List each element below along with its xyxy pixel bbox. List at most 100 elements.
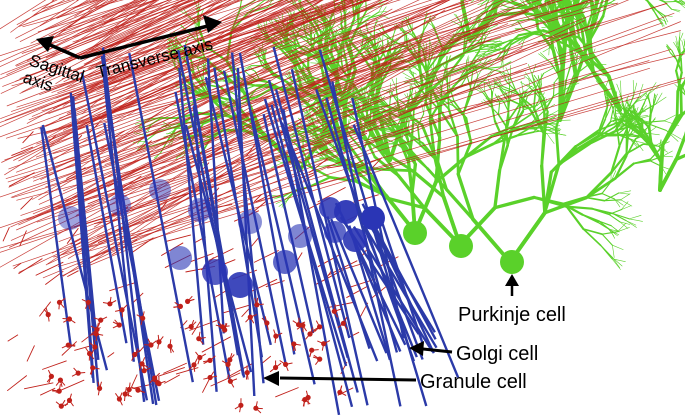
- granule-dendrite: [255, 407, 262, 414]
- granule-dendrite: [144, 367, 151, 372]
- purkinje-dendrite: [362, 39, 368, 50]
- purkinje-dendrite: [609, 229, 620, 232]
- granule-dendrite: [305, 333, 311, 340]
- purkinje-dendrite: [417, 60, 425, 89]
- purkinje-dendrite: [602, 0, 608, 17]
- granule-dendrite: [141, 357, 146, 364]
- purkinje-dendrite: [374, 122, 380, 129]
- granule-dendrite: [274, 336, 277, 344]
- purkinje-dendrite: [362, 112, 369, 136]
- granule-dendrite: [157, 334, 160, 342]
- purkinje-dendrite: [396, 102, 398, 110]
- parallel-fiber: [12, 3, 668, 199]
- granule-dendrite: [187, 295, 193, 302]
- purkinje-dendrite: [315, 165, 328, 168]
- ascending-axon: [214, 290, 226, 299]
- purkinje-dendrite: [483, 99, 491, 107]
- purkinje-dendrite: [543, 196, 588, 215]
- parallel-fiber: [98, 0, 271, 123]
- purkinje-dendrite: [509, 19, 520, 22]
- purkinje-dendrite: [526, 84, 536, 89]
- purkinje-dendrite: [612, 244, 624, 250]
- granule-dendrite: [293, 343, 301, 346]
- purkinje-dendrite: [625, 101, 630, 106]
- granule-dendrite: [305, 390, 309, 398]
- purkinje-dendrite: [390, 82, 392, 93]
- purkinje-dendrite: [299, 0, 300, 4]
- parallel-fiber: [88, 21, 681, 266]
- purkinje-dendrite: [568, 14, 578, 21]
- purkinje-dendrite: [507, 98, 511, 113]
- ascending-axon: [255, 194, 270, 203]
- purkinje-dendrite: [344, 30, 352, 43]
- granule-dendrite: [89, 342, 96, 348]
- purkinje-dendrite: [493, 168, 502, 210]
- ascending-axon: [253, 194, 262, 203]
- purkinje-dendrite: [478, 37, 487, 52]
- purkinje-dendrite: [424, 75, 430, 104]
- ascending-axon: [109, 281, 137, 292]
- granule-dendrite: [193, 358, 198, 366]
- purkinje-dendrite: [542, 22, 548, 28]
- purkinje-dendrite: [513, 1, 531, 9]
- granule-dendrite: [342, 316, 348, 324]
- golgi-axon: [325, 97, 399, 353]
- purkinje-dendrite: [608, 213, 621, 223]
- purkinje-dendrite: [248, 67, 256, 72]
- granule-dendrite: [309, 327, 314, 335]
- granule-dendrite: [71, 372, 79, 377]
- granule-dendrite: [114, 319, 120, 326]
- granule-dendrite: [61, 344, 69, 349]
- purkinje-dendrite: [319, 157, 330, 160]
- parallel-fiber: [87, 0, 355, 82]
- purkinje-dendrite: [678, 0, 685, 6]
- parallel-fiber: [73, 0, 285, 72]
- purkinje-dendrite: [316, 150, 326, 160]
- purkinje-dendrite: [402, 121, 409, 129]
- purkinje-dendrite: [360, 42, 366, 49]
- purkinje-dendrite: [364, 89, 372, 105]
- ascending-axon: [6, 375, 28, 392]
- ascending-axon: [190, 252, 214, 263]
- purkinje-dendrite: [681, 40, 685, 50]
- purkinje-dendrite: [477, 48, 493, 51]
- granule-dendrite: [59, 301, 65, 308]
- parallel-fiber: [87, 0, 208, 70]
- purkinje-dendrite: [395, 142, 412, 155]
- granule-dendrite: [292, 320, 299, 326]
- purkinje-dendrite: [573, 40, 596, 75]
- purkinje-dendrite: [445, 55, 447, 71]
- purkinje-dendrite: [679, 32, 684, 43]
- parallel-fiber: [17, 0, 601, 139]
- purkinje-dendrite: [502, 85, 518, 93]
- granule-dendrite: [298, 321, 306, 326]
- purkinje-dendrite: [284, 44, 296, 66]
- purkinje-dendrite: [436, 160, 449, 192]
- granule-dendrite: [296, 324, 304, 330]
- purkinje-dendrite: [352, 31, 362, 36]
- purkinje-dendrite: [516, 93, 535, 109]
- golgi-soma: [149, 179, 171, 201]
- purkinje-dendrite: [395, 88, 399, 104]
- purkinje-dendrite: [614, 162, 635, 180]
- purkinje-dendrite: [601, 192, 616, 200]
- purkinje-dendrite: [297, 130, 312, 134]
- purkinje-dendrite: [430, 98, 442, 100]
- granule-dendrite: [114, 309, 123, 312]
- granule-pointer-line: [279, 376, 417, 382]
- purkinje-dendrite: [568, 0, 573, 7]
- purkinje-dendrite: [575, 12, 584, 33]
- purkinje-dendrite: [343, 15, 347, 43]
- golgi-soma: [324, 221, 346, 243]
- parallel-fiber: [109, 0, 451, 165]
- purkinje-dendrite: [636, 92, 647, 102]
- purkinje-dendrite: [383, 137, 397, 145]
- parallel-fiber: [10, 0, 349, 112]
- purkinje-dendrite: [342, 45, 347, 61]
- purkinje-dendrite: [678, 41, 681, 55]
- purkinje-dendrite: [441, 62, 448, 73]
- purkinje-dendrite: [502, 34, 520, 49]
- granule-cell-label: Granule cell: [420, 371, 527, 393]
- purkinje-dendrite: [382, 143, 397, 145]
- purkinje-dendrite: [543, 66, 555, 74]
